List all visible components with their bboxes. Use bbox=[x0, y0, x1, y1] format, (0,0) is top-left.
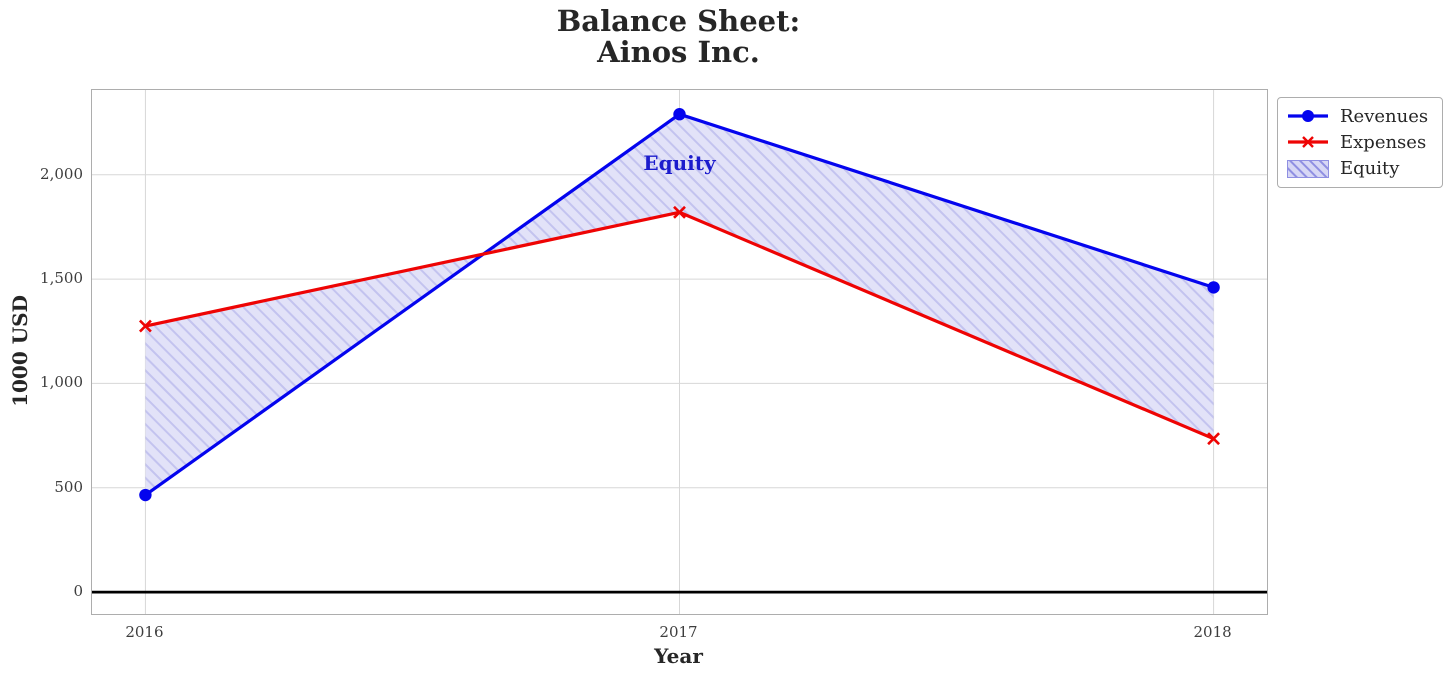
expenses-line-marker-icon bbox=[1287, 132, 1329, 152]
x-axis-label: Year bbox=[654, 644, 703, 668]
y-tick-label: 500 bbox=[54, 477, 83, 496]
revenues-line-marker-icon bbox=[1287, 106, 1329, 126]
legend-row-revenues: Revenues bbox=[1287, 103, 1433, 129]
y-tick-label: 0 bbox=[73, 582, 83, 601]
x-tick-label: 2017 bbox=[659, 623, 698, 641]
y-tick-label: 1,000 bbox=[40, 373, 83, 392]
legend-label-revenues: Revenues bbox=[1340, 105, 1429, 127]
chart-title: Balance Sheet: Ainos Inc. bbox=[556, 4, 801, 69]
legend-label-expenses: Expenses bbox=[1340, 131, 1427, 153]
x-tick-label: 2018 bbox=[1193, 623, 1232, 641]
legend: Revenues Expenses Equity bbox=[1277, 97, 1443, 188]
legend-label-equity: Equity bbox=[1340, 158, 1400, 180]
x-tick-label: 2016 bbox=[125, 623, 164, 641]
equity-hatch-swatch-icon bbox=[1287, 159, 1329, 179]
y-tick-label: 2,000 bbox=[40, 164, 83, 183]
legend-row-expenses: Expenses bbox=[1287, 129, 1433, 155]
legend-row-equity: Equity bbox=[1287, 156, 1433, 182]
chart-svg bbox=[92, 90, 1267, 614]
plot-area: Equity bbox=[91, 89, 1268, 615]
y-tick-label: 1,500 bbox=[40, 269, 83, 288]
equity-annotation: Equity bbox=[643, 151, 716, 176]
